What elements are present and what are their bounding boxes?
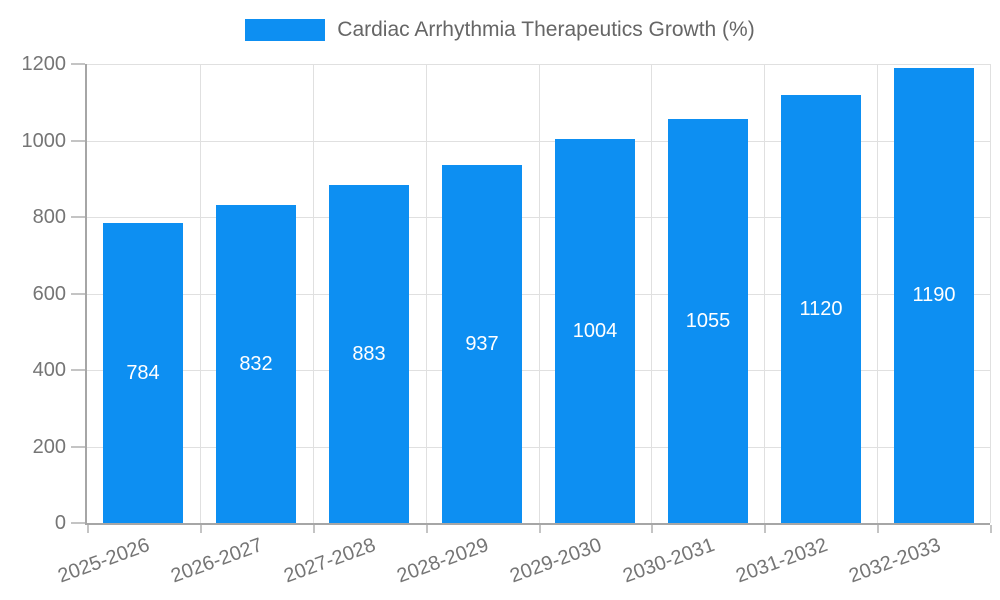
gridline-vertical [200, 64, 201, 523]
y-axis-tick-label: 400 [32, 359, 66, 381]
gridline-vertical [877, 64, 878, 523]
x-axis-tick [539, 525, 541, 533]
bar-value-label: 784 [126, 361, 160, 384]
x-axis-tick-label: 2030-2031 [620, 534, 718, 588]
gridline-horizontal [87, 370, 990, 371]
gridline-vertical [990, 64, 991, 523]
x-axis-line [85, 523, 990, 525]
x-axis-tick [426, 525, 428, 533]
x-axis-tick [87, 525, 89, 533]
y-axis-tick [71, 140, 85, 142]
bar-value-label: 1190 [912, 284, 956, 306]
gridline-vertical [651, 64, 652, 523]
legend-swatch-icon [245, 19, 326, 41]
gridline-horizontal [87, 141, 990, 142]
gridline-vertical [426, 64, 427, 523]
x-axis-tick-label: 2028-2029 [394, 534, 492, 588]
y-axis-tick [71, 216, 85, 218]
y-axis-tick-label: 1000 [21, 130, 67, 152]
y-axis-tick-label: 0 [54, 512, 66, 534]
bar[interactable]: 1004 [555, 139, 635, 523]
x-axis-tick-label: 2029-2030 [507, 534, 605, 588]
gridline-horizontal [87, 64, 990, 65]
x-axis-tick-label: 2032-2033 [846, 534, 944, 588]
y-axis-tick [71, 63, 85, 65]
gridline-horizontal [87, 294, 990, 295]
y-axis-tick-label: 800 [32, 206, 66, 228]
y-axis-tick-label: 1200 [21, 53, 67, 75]
y-axis-tick [71, 293, 85, 295]
bar[interactable]: 784 [103, 223, 183, 523]
bar-value-label: 1120 [799, 297, 843, 320]
x-axis-tick-label: 2026-2027 [168, 534, 266, 588]
gridline-vertical [764, 64, 765, 523]
gridline-vertical [313, 64, 314, 523]
bar[interactable]: 1055 [668, 119, 748, 523]
bar[interactable]: 883 [329, 185, 409, 523]
bar[interactable]: 1120 [781, 95, 861, 523]
y-axis-tick [71, 522, 85, 524]
x-axis-tick [877, 525, 879, 533]
bar[interactable]: 832 [216, 205, 296, 523]
bar-value-label: 937 [465, 332, 499, 355]
y-axis-tick-label: 200 [32, 436, 66, 458]
bar-value-label: 1004 [572, 319, 618, 342]
y-axis-line [85, 64, 87, 523]
plot-area: 784 832 883 937 1004 1055 1120 1190 0 200 400 600 8… [22, 53, 992, 587]
x-axis-tick [200, 525, 202, 533]
legend-label: Cardiac Arrhythmia Therapeutics Growth (… [337, 18, 755, 41]
bar[interactable]: 937 [442, 165, 522, 523]
bar-value-label: 1055 [685, 309, 731, 332]
gridline-horizontal [87, 217, 990, 218]
x-axis-tick-label: 2025-2026 [55, 534, 153, 588]
y-axis-tick [71, 369, 85, 371]
bar-value-label: 832 [239, 352, 273, 375]
bar-value-label: 883 [352, 342, 386, 365]
x-axis-tick [764, 525, 766, 533]
x-axis-tick-label: 2027-2028 [281, 534, 379, 588]
x-axis-tick [651, 525, 653, 533]
gridline-vertical [539, 64, 540, 523]
y-axis-tick [71, 446, 85, 448]
x-axis-tick [313, 525, 315, 533]
y-axis-tick-label: 600 [32, 283, 66, 305]
legend[interactable]: Cardiac Arrhythmia Therapeutics Growth (… [0, 19, 1000, 41]
x-axis-tick-label: 2031-2032 [733, 534, 831, 588]
bar[interactable]: 1190 [894, 68, 974, 523]
gridline-horizontal [87, 447, 990, 448]
x-axis-tick [990, 525, 992, 533]
